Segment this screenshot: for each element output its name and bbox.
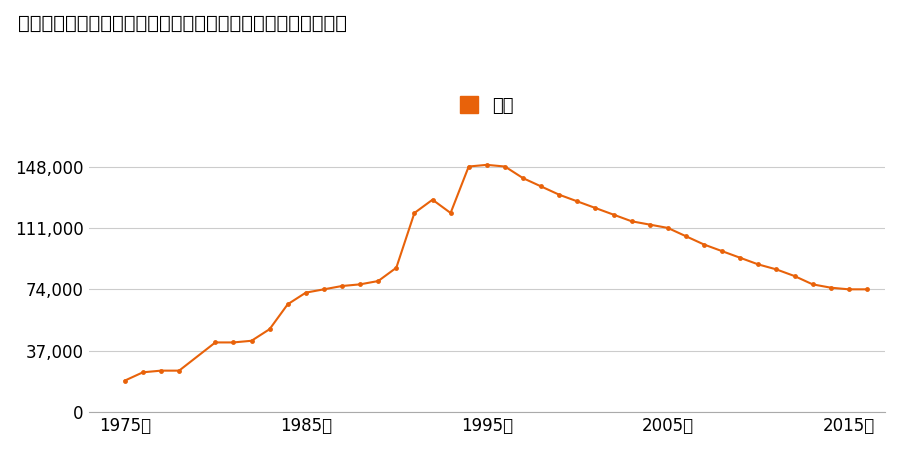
- Text: 福岡県福岡市東区香住ケ丘３丁目１１番３ほか２筆の地価推移: 福岡県福岡市東区香住ケ丘３丁目１１番３ほか２筆の地価推移: [18, 14, 347, 32]
- Legend: 価格: 価格: [453, 89, 521, 122]
